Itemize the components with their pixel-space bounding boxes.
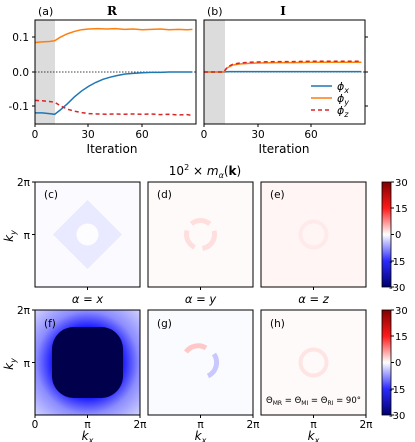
legend-label-phi-y: ϕy bbox=[337, 92, 349, 107]
heatmap-f-label: (f) bbox=[44, 318, 56, 330]
heatmap-xlabel: kx bbox=[82, 429, 94, 442]
colorbar-tick-label: 15 bbox=[395, 332, 408, 343]
panel-a-title: R bbox=[107, 4, 118, 18]
panel-a-ytick-label: 0.1 bbox=[12, 32, 29, 44]
colorbar-tick-label: 0 bbox=[395, 230, 401, 241]
heatmap-ytick-label: π bbox=[24, 230, 31, 242]
heatmap-f-core bbox=[52, 327, 123, 398]
heatmap-row-2: (f) (g) (h) ΘMR = ΘMI = ΘRI = 90° 2π π k… bbox=[2, 305, 408, 442]
panel-a-ytick-label: 0.0 bbox=[12, 67, 29, 79]
series-line-phi-y bbox=[204, 61, 362, 73]
panel-a-xlabel: Iteration bbox=[87, 142, 138, 156]
series-line-phi-z bbox=[34, 99, 193, 117]
heatmap-xtick-label: π bbox=[84, 419, 91, 431]
heatmap-xtick-label: π bbox=[310, 419, 317, 431]
panel-b-xlabel: Iteration bbox=[259, 142, 310, 156]
heatmap-ytick-label: 2π bbox=[17, 305, 31, 317]
panel-a-label: (a) bbox=[38, 5, 53, 18]
column-label-y: α = y bbox=[185, 292, 217, 306]
heatmap-row-1-yaxis: 2π π ky bbox=[2, 177, 35, 242]
heatmap-xlabel: kx bbox=[308, 429, 320, 442]
panel-b-label: (b) bbox=[207, 5, 223, 18]
panel-b-xtick-label: 0 bbox=[201, 129, 208, 141]
colorbar-1: 30 15 0 -15 -30 bbox=[381, 178, 408, 294]
colorbar-tick-label: -15 bbox=[389, 385, 405, 396]
heatmap-ytick-label: π bbox=[24, 358, 31, 370]
legend-label-phi-x: ϕx bbox=[337, 80, 349, 95]
column-label-x: α = x bbox=[72, 292, 104, 306]
heatmap-c-label: (c) bbox=[44, 189, 58, 201]
panel-a-xticks: 0 30 60 bbox=[32, 124, 149, 141]
series-line-phi-y bbox=[34, 27, 193, 44]
heatmap-xtick-label: π bbox=[197, 419, 204, 431]
colorbar-tick-label: -30 bbox=[389, 411, 405, 422]
heatmap-h-ring bbox=[298, 347, 329, 378]
panel-b-xtick-label: 60 bbox=[304, 129, 317, 141]
heatmap-xtick-label: 2π bbox=[246, 419, 260, 431]
colorbar-tick-label: 30 bbox=[395, 178, 408, 189]
heatmap-xlabel: kx bbox=[195, 429, 207, 442]
heatmap-h-annotation: ΘMR = ΘMI = ΘRI = 90° bbox=[266, 396, 361, 407]
heatmap-d-ring bbox=[184, 218, 217, 251]
legend-label-phi-z: ϕz bbox=[337, 104, 349, 119]
heatmap-row-2-yaxis: 2π π ky bbox=[2, 305, 35, 370]
heatmap-c-hole bbox=[76, 223, 99, 246]
heatmap-e-ring bbox=[298, 219, 329, 250]
panel-a-xtick-label: 60 bbox=[135, 129, 148, 141]
legend: ϕx ϕy ϕz bbox=[311, 80, 349, 119]
panel-b-xtick-label: 30 bbox=[251, 129, 264, 141]
colorbar-tick-label: 0 bbox=[395, 358, 401, 369]
colorbar-tick-label: -15 bbox=[389, 257, 405, 268]
heatmap-ylabel: ky bbox=[2, 230, 18, 242]
heatmap-ytick-label: 2π bbox=[17, 177, 31, 189]
column-label-z: α = z bbox=[298, 292, 330, 306]
panel-b-xticks: 0 30 60 bbox=[201, 124, 318, 141]
heatmap-xtick-label: 2π bbox=[359, 419, 373, 431]
heatmap-xtick-label: 0 bbox=[32, 419, 39, 431]
heatmap-panel-g: (g) bbox=[147, 309, 254, 416]
heatmap-panel-e: (e) bbox=[260, 181, 367, 288]
heatmap-d-label: (d) bbox=[157, 189, 172, 201]
panel-a: (a) R 0.1 0.0 -0.1 0 30 60 Iteration bbox=[9, 4, 197, 156]
heatmap-h-label: (h) bbox=[270, 318, 285, 330]
heatmap-e-label: (e) bbox=[270, 189, 285, 201]
colorbar-tick-label: 30 bbox=[395, 306, 408, 317]
column-labels: α = x α = y α = z bbox=[72, 292, 330, 306]
series-line-phi-z bbox=[204, 60, 362, 73]
panel-a-yticks: 0.1 0.0 -0.1 bbox=[9, 32, 35, 113]
panel-b-title: I bbox=[280, 4, 286, 18]
heatmap-g-arc-blue bbox=[206, 352, 220, 379]
heatmap-g-label: (g) bbox=[157, 318, 172, 330]
panel-b-right-ticks bbox=[365, 36, 368, 107]
colorbar-tick-label: 15 bbox=[395, 204, 408, 215]
panel-a-xtick-label: 30 bbox=[81, 129, 94, 141]
panel-b: (b) I 0 30 60 Iteration ϕx ϕy ϕz bbox=[201, 4, 368, 156]
heatmap-panel-h: (h) ΘMR = ΘMI = ΘRI = 90° bbox=[260, 309, 367, 416]
colorbar-2: 30 15 0 -15 -30 bbox=[381, 306, 408, 422]
panel-a-series bbox=[34, 27, 193, 117]
colorbar-tick-label: -30 bbox=[389, 283, 405, 294]
heatmap-panel-f: (f) bbox=[34, 309, 141, 416]
heatmap-ylabel: ky bbox=[2, 358, 18, 370]
heatmap-row-1-xticks bbox=[87, 287, 314, 290]
heatmap-panel-d: (d) bbox=[147, 181, 254, 288]
heatmap-row-2-xticks: 0 π 2π π 2π π 2π kx kx kx bbox=[32, 415, 373, 442]
heatmap-panel-c: (c) bbox=[34, 181, 141, 288]
panel-a-xtick-label: 0 bbox=[32, 129, 39, 141]
series-line-phi-x bbox=[35, 71, 193, 116]
panel-b-series bbox=[204, 60, 362, 73]
heatmap-g-arc-red bbox=[183, 343, 208, 354]
heatmap-xtick-label: 2π bbox=[133, 419, 147, 431]
heatmap-title: 102 × mα(k) bbox=[169, 163, 241, 180]
panel-a-ytick-label: -0.1 bbox=[9, 101, 30, 113]
heatmap-row-1: (c) (d) (e) 2π π ky bbox=[2, 177, 408, 294]
